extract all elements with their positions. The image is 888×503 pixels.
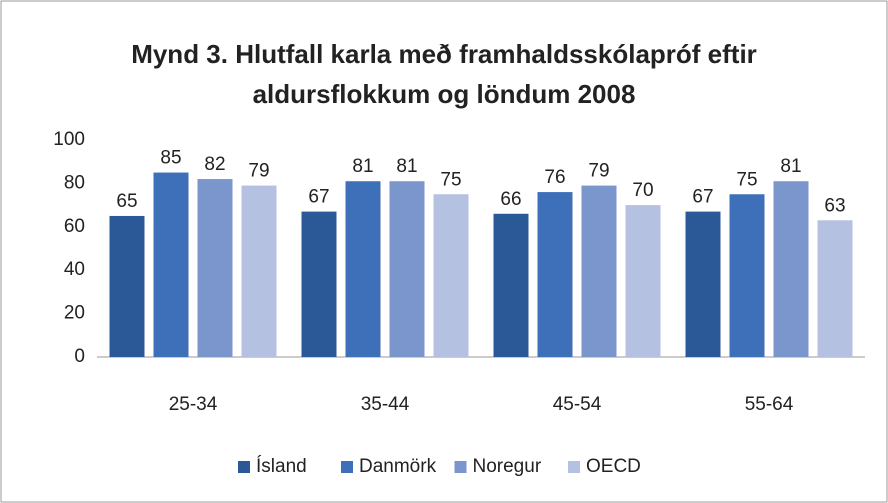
bar [197, 179, 233, 357]
x-tick-label: 25-34 [169, 394, 218, 415]
legend-label: Ísland [256, 456, 307, 477]
legend-swatch [568, 461, 580, 473]
legend-label: Danmörk [359, 456, 437, 477]
value-label: 75 [736, 169, 757, 190]
bar [109, 215, 145, 357]
value-label: 79 [588, 161, 609, 182]
value-label: 66 [500, 189, 521, 210]
chart-title: Mynd 3. Hlutfall karla með framhaldsskól… [131, 39, 757, 109]
legend-label: OECD [586, 456, 641, 477]
value-label: 79 [248, 161, 269, 182]
y-tick-label: 60 [64, 216, 85, 237]
bar [153, 172, 189, 357]
legend-swatch [454, 461, 467, 473]
bar [773, 181, 809, 357]
bar [625, 205, 661, 357]
value-label: 81 [396, 156, 417, 177]
bar [581, 185, 617, 357]
value-label: 81 [352, 156, 373, 177]
value-label: 67 [692, 187, 713, 208]
value-label: 75 [440, 169, 461, 190]
y-tick-label: 20 [64, 303, 85, 324]
bar [241, 185, 277, 357]
value-label: 82 [204, 154, 225, 175]
bar [301, 211, 337, 357]
value-label: 76 [544, 167, 565, 188]
value-label: 81 [780, 156, 801, 177]
y-tick-label: 0 [74, 346, 85, 367]
bar [493, 213, 529, 357]
y-tick-label: 80 [64, 172, 85, 193]
bar [537, 192, 573, 357]
x-tick-label: 35-44 [361, 394, 410, 415]
bar [345, 181, 381, 357]
value-label: 63 [824, 195, 845, 216]
value-label: 65 [116, 191, 137, 212]
bar [389, 181, 425, 357]
x-tick-label: 45-54 [553, 394, 602, 415]
value-label: 70 [632, 180, 653, 201]
bar [817, 220, 853, 357]
y-tick-label: 40 [64, 259, 85, 280]
y-tick-label: 100 [53, 129, 85, 150]
x-tick-label: 55-64 [745, 394, 794, 415]
legend-swatch [341, 461, 353, 473]
value-label: 85 [160, 148, 181, 169]
bar [685, 211, 721, 357]
bar [433, 194, 469, 357]
legend-swatch [238, 461, 250, 473]
legend-label: Noregur [473, 456, 542, 477]
value-label: 67 [308, 187, 329, 208]
bar [729, 194, 765, 357]
